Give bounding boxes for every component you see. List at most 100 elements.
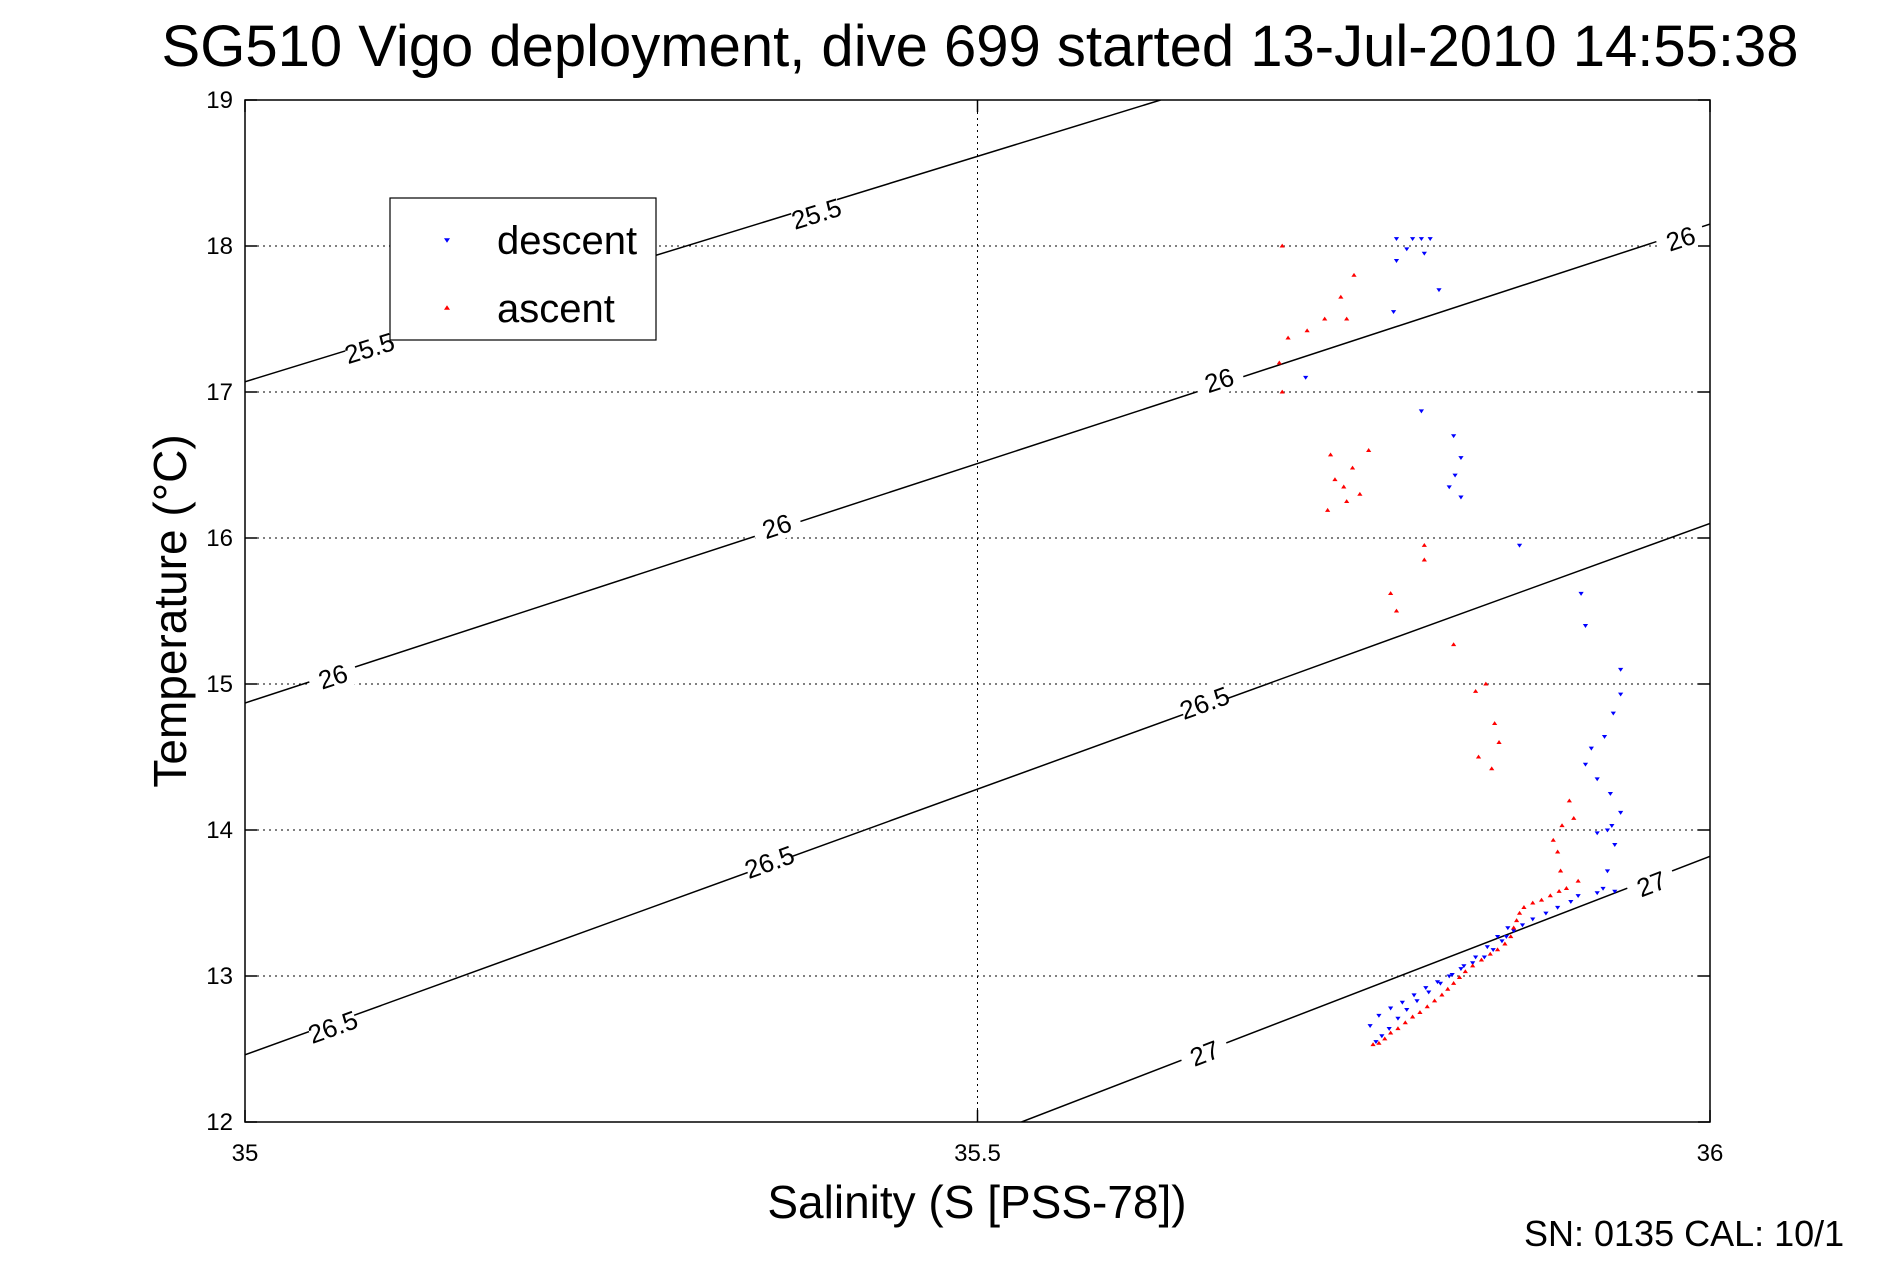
descent-point bbox=[1530, 917, 1536, 922]
contour-label-group-2-2: 26.5 bbox=[1176, 679, 1233, 726]
ascent-point bbox=[1508, 934, 1514, 939]
descent-point bbox=[1582, 762, 1589, 767]
contour-label-bg bbox=[341, 325, 397, 369]
contour-label-bg bbox=[1652, 216, 1708, 260]
descent-point bbox=[1404, 247, 1410, 252]
descent-point bbox=[1449, 972, 1455, 977]
ascent-point bbox=[1421, 557, 1427, 562]
legend-box bbox=[389, 197, 657, 341]
ascent-point bbox=[1514, 918, 1520, 923]
ascent-point bbox=[1410, 1014, 1416, 1019]
ascent-point bbox=[1475, 754, 1482, 759]
ascent-point bbox=[1417, 1010, 1423, 1015]
ascent-point bbox=[1571, 815, 1577, 820]
descent-point bbox=[1601, 735, 1608, 739]
ascent-point bbox=[1575, 878, 1581, 883]
descent-point bbox=[1505, 926, 1511, 931]
descent-point bbox=[1604, 828, 1611, 833]
descent-point bbox=[1379, 1034, 1385, 1039]
descent-point bbox=[1607, 791, 1613, 796]
ascent-point bbox=[1456, 975, 1463, 980]
contour-label-group-2-1: 26.5 bbox=[741, 838, 799, 885]
descent-point bbox=[1578, 591, 1584, 596]
contour-label-bg bbox=[304, 1003, 361, 1049]
contour-label-bg bbox=[749, 503, 804, 548]
ascent-point bbox=[1530, 900, 1536, 905]
descent-point bbox=[1499, 939, 1505, 944]
descent-point bbox=[1470, 961, 1476, 966]
descent-point bbox=[1612, 889, 1618, 894]
ascent-point bbox=[1322, 316, 1328, 321]
ascent-point bbox=[1402, 1020, 1408, 1025]
descent-point bbox=[1519, 923, 1526, 928]
descent-point bbox=[1386, 1027, 1392, 1031]
contour-label: 26.5 bbox=[741, 839, 799, 884]
contour-label-bg bbox=[305, 654, 361, 698]
x-tick-label-1: 35.5 bbox=[954, 1140, 1001, 1167]
descent-point bbox=[1421, 251, 1427, 256]
ascent-point bbox=[1538, 897, 1545, 902]
contour-label-group-3-1: 27 bbox=[1623, 860, 1679, 906]
legend: descent ascent bbox=[389, 197, 657, 341]
descent-point bbox=[1612, 843, 1618, 847]
ascent-point bbox=[1496, 740, 1502, 744]
descent-point bbox=[1516, 543, 1523, 548]
descent-point bbox=[1411, 993, 1417, 998]
ascent-point bbox=[1478, 957, 1485, 962]
contour-line-26 bbox=[245, 223, 1710, 704]
descent-point bbox=[1426, 990, 1432, 995]
ascent-point bbox=[1439, 992, 1445, 997]
ascent-point bbox=[1424, 1004, 1430, 1009]
contour-label: 26.5 bbox=[304, 1004, 362, 1049]
contour-label-group-3-0: 27 bbox=[1176, 1029, 1233, 1076]
descent-point bbox=[1588, 746, 1594, 751]
contour-label-bg bbox=[1176, 679, 1232, 725]
descent-point bbox=[1609, 824, 1615, 828]
descent-point bbox=[1373, 1040, 1379, 1045]
ascent-point bbox=[1388, 591, 1394, 596]
contour-label-bg bbox=[1623, 860, 1679, 906]
y-tick-label-2: 14 bbox=[206, 817, 233, 844]
ascent-point bbox=[1382, 1036, 1388, 1041]
ascent-point bbox=[1487, 951, 1493, 956]
legend-label-descent: descent bbox=[497, 219, 637, 263]
ascent-point bbox=[1563, 886, 1570, 890]
contour-label-bg bbox=[1191, 357, 1247, 402]
descent-point bbox=[1490, 948, 1496, 953]
descent-point bbox=[1437, 981, 1444, 986]
y-tick-label-3: 15 bbox=[206, 671, 233, 698]
contour-label-group-1-2: 26 bbox=[1191, 357, 1247, 402]
ascent-point bbox=[1370, 1042, 1376, 1047]
descent-point bbox=[1568, 899, 1574, 904]
descent-point bbox=[1458, 967, 1464, 972]
ascent-point bbox=[1285, 335, 1291, 340]
contour-label-group-2-0: 26.5 bbox=[304, 1003, 362, 1050]
descent-point bbox=[1575, 894, 1581, 899]
x-axis-label: Salinity (S [PSS-78]) bbox=[767, 1176, 1186, 1228]
ascent-point bbox=[1556, 888, 1562, 893]
descent-point bbox=[1600, 886, 1606, 891]
descent-point bbox=[1390, 310, 1397, 315]
descent-point bbox=[1594, 777, 1600, 782]
descent-point bbox=[1555, 905, 1561, 910]
descent-point bbox=[1503, 935, 1509, 939]
ascent-point bbox=[1421, 542, 1427, 547]
ascent-point bbox=[1462, 969, 1468, 974]
ascent-point bbox=[1332, 477, 1338, 482]
contour-line-26.5 bbox=[245, 522, 1710, 1056]
descent-point bbox=[1427, 237, 1433, 242]
ascent-point bbox=[1341, 484, 1347, 489]
ascent-point bbox=[1304, 328, 1310, 333]
descent-point bbox=[1395, 1016, 1401, 1021]
sensor-calibration-footer: SN: 0135 CAL: 10/1 bbox=[1524, 1213, 1844, 1254]
chart-title: SG510 Vigo deployment, dive 699 started … bbox=[162, 14, 1799, 79]
descent-point bbox=[1594, 831, 1600, 836]
descent-point bbox=[1511, 929, 1517, 934]
contour-label-bg bbox=[1176, 1029, 1233, 1076]
descent-point bbox=[1604, 869, 1611, 874]
y-tick-label-1: 13 bbox=[206, 963, 233, 990]
ascent-point bbox=[1279, 243, 1285, 248]
ascent-point bbox=[1550, 837, 1556, 842]
ascent-point bbox=[1451, 642, 1457, 647]
